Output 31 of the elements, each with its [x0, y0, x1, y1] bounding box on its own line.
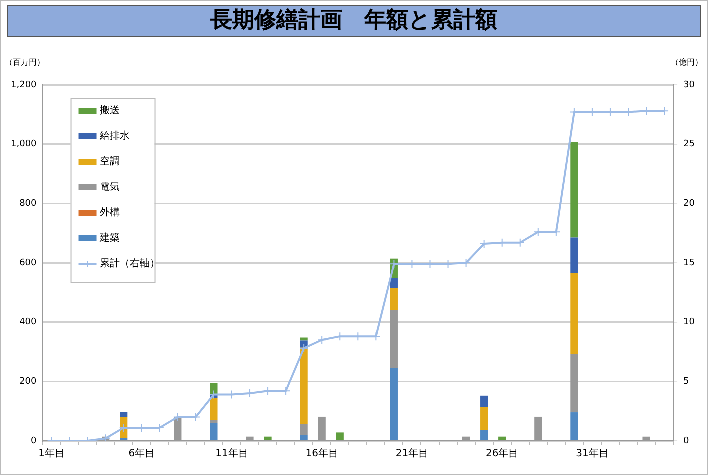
y-axis-title: （百万円） [5, 58, 45, 68]
y2-tick-label: 5 [684, 377, 690, 388]
x-tick-label: 31年目 [576, 448, 609, 460]
legend-label: 外構 [100, 206, 120, 219]
x-tick-label: 16年目 [306, 448, 338, 460]
y-tick-label: 400 [20, 318, 38, 328]
legend-label: 電気 [100, 182, 120, 194]
y2-tick-label: 25 [684, 140, 695, 150]
y2-axis-title: （億円） [671, 58, 703, 68]
y2-tick-label: 15 [684, 258, 695, 268]
y-tick-label: 200 [20, 377, 38, 388]
y2-tick-label: 30 [684, 80, 696, 90]
chart-title: 長期修繕計画 年額と累計額 [7, 5, 701, 37]
legend-label: 搬送 [100, 104, 120, 117]
x-tick-label: 26年目 [486, 448, 519, 460]
x-tick-label: 1年目 [38, 448, 65, 460]
y2-tick-label: 20 [684, 199, 696, 210]
legend-label: 累計（右軸） [100, 258, 160, 270]
x-tick-label: 11年目 [216, 448, 248, 460]
y2-tick-label: 0 [684, 436, 690, 446]
legend-label: 建築 [98, 232, 120, 244]
y-tick-label: 1,000 [11, 140, 38, 150]
x-tick-label: 6年目 [128, 448, 156, 460]
y-tick-label: 600 [20, 258, 38, 268]
y-tick-label: 1,200 [11, 80, 38, 90]
legend-label: 空調 [100, 156, 120, 168]
y-tick-label: 0 [31, 436, 38, 446]
x-tick-label: 21年目 [396, 448, 429, 460]
legend-label: 給排水 [98, 130, 130, 142]
y-tick-label: 800 [20, 199, 38, 210]
y2-tick-label: 10 [684, 318, 696, 328]
